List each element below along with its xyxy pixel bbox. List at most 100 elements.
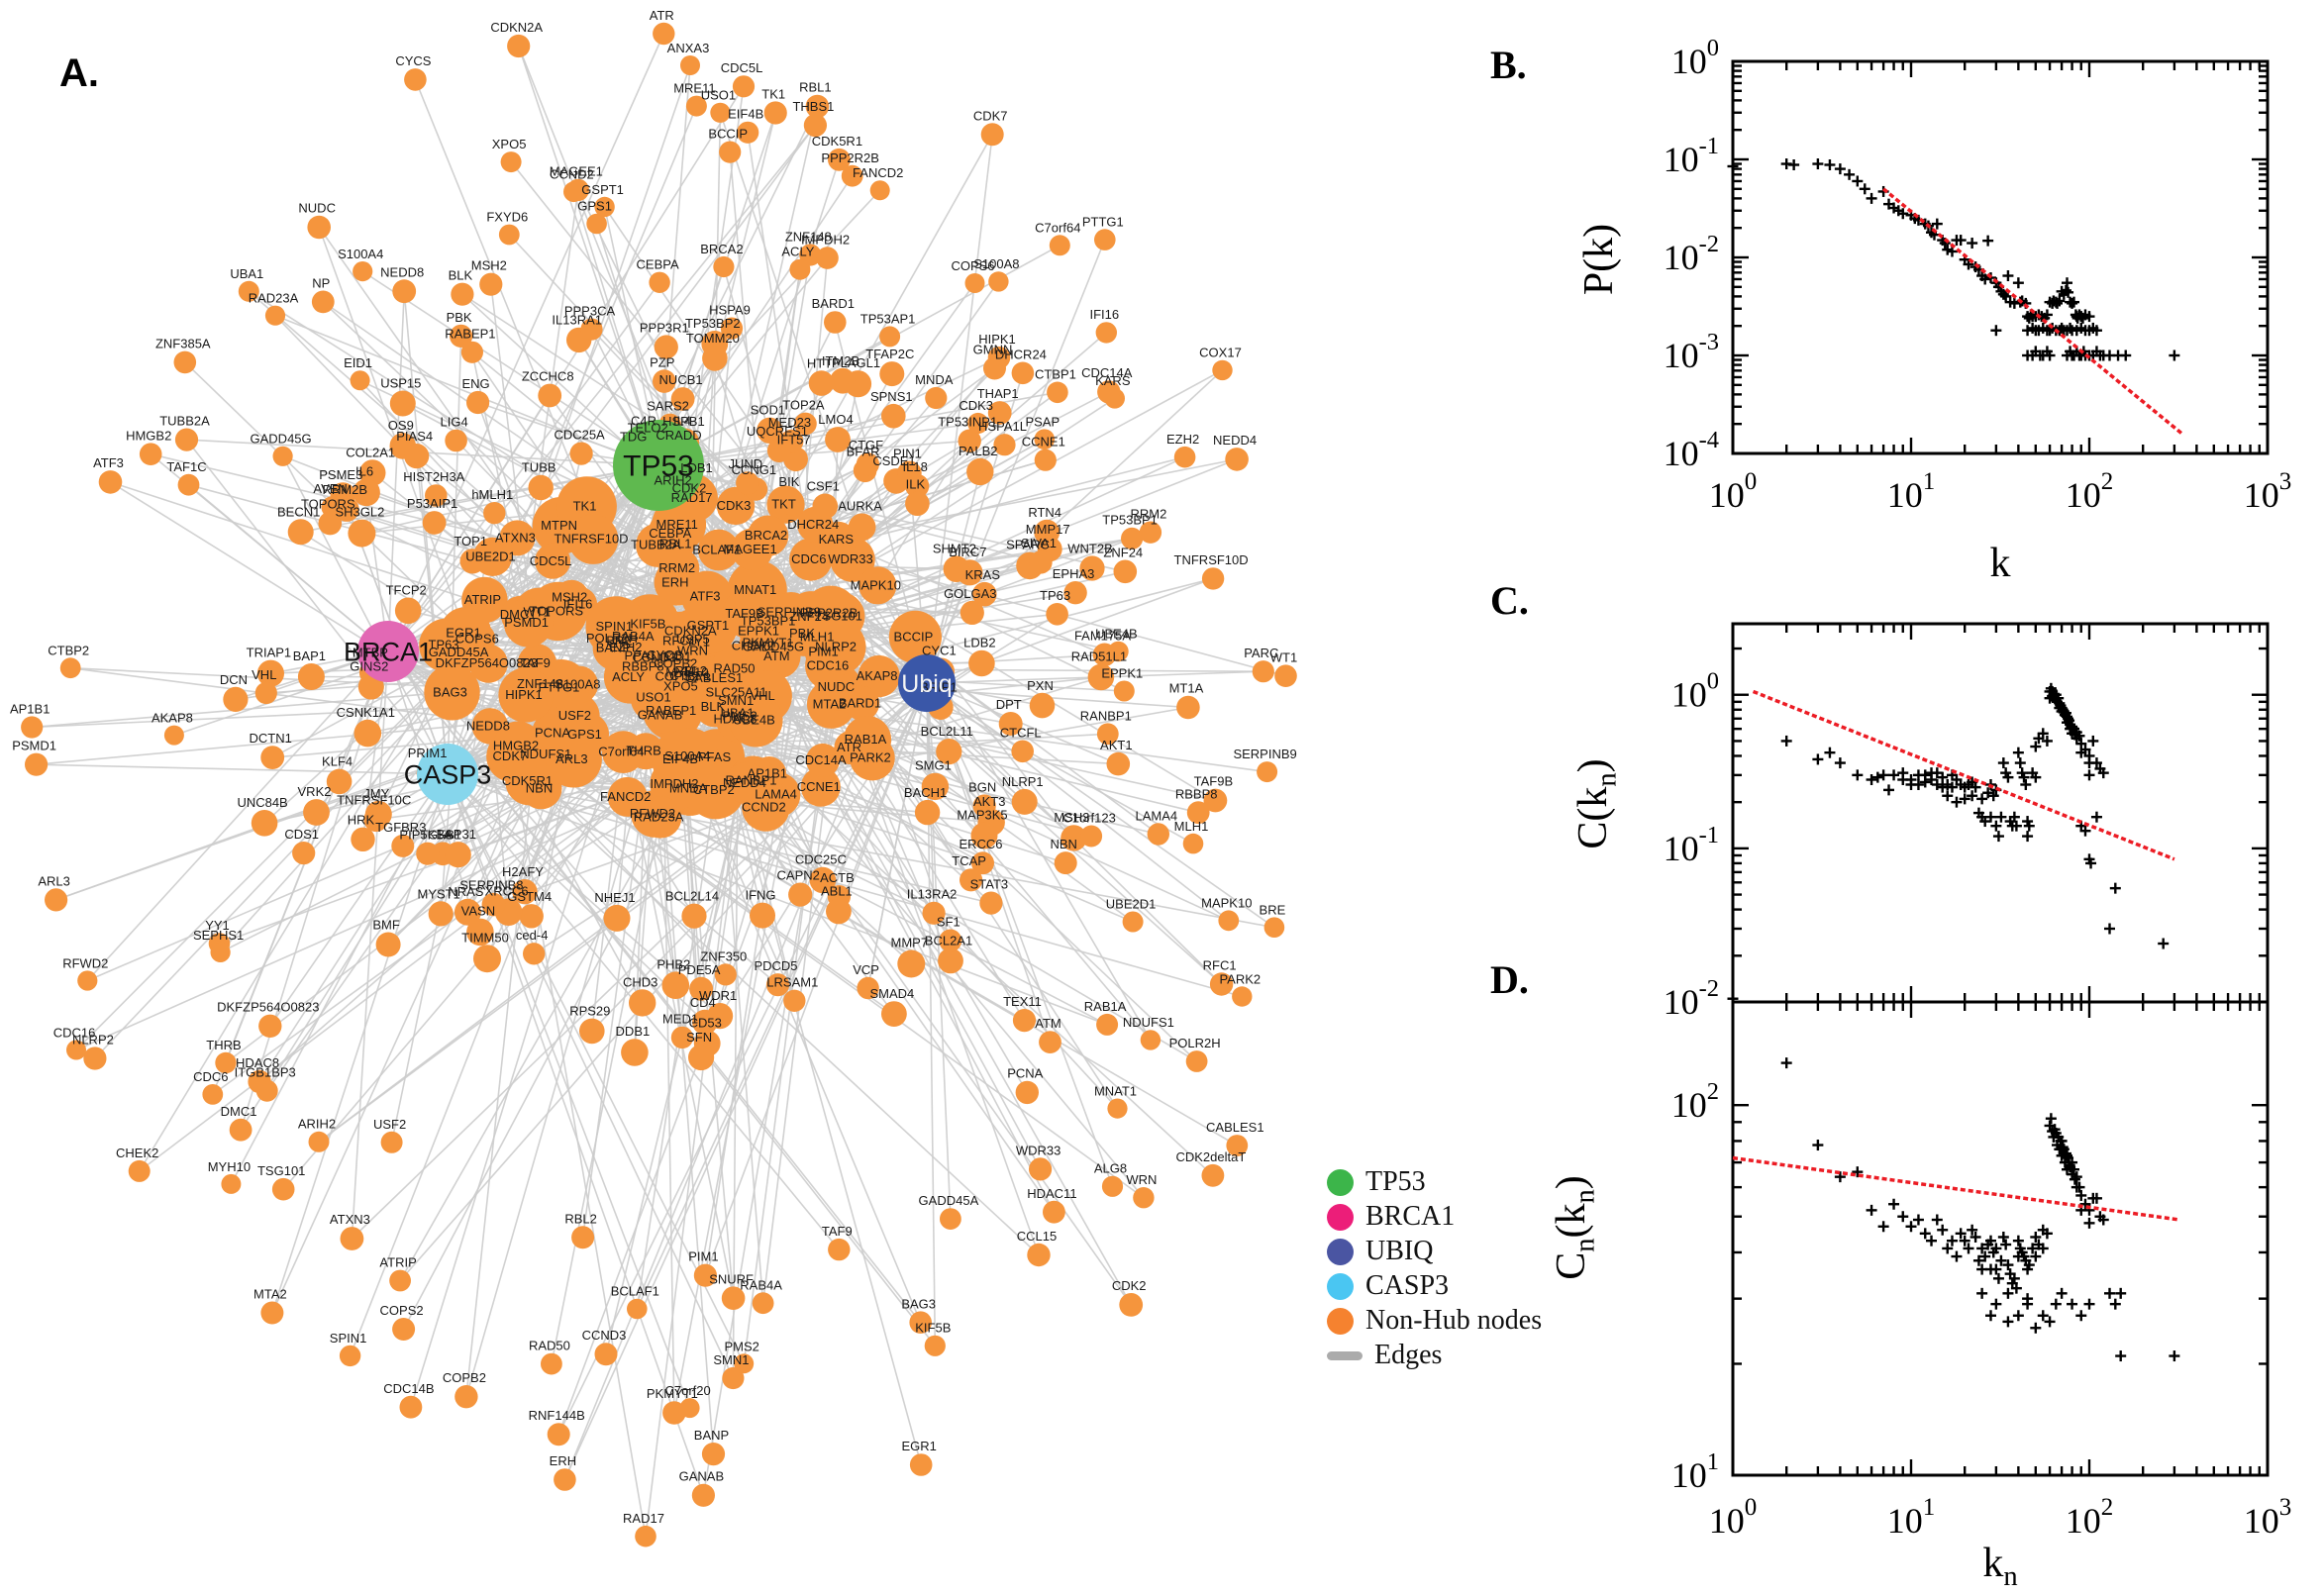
non-hub-node xyxy=(719,141,742,163)
node-label: NEDD4 xyxy=(723,775,766,790)
node-label: CDC5L xyxy=(530,553,572,568)
non-hub-node xyxy=(938,948,963,974)
node-label: RFC1 xyxy=(662,634,696,648)
non-hub-node xyxy=(639,796,682,839)
non-hub-node xyxy=(1119,1293,1144,1317)
non-hub-node xyxy=(830,367,856,394)
non-hub-node xyxy=(1185,1050,1208,1072)
non-hub-node xyxy=(580,318,603,341)
non-hub-node xyxy=(424,664,480,721)
scatter-points xyxy=(1727,682,2170,1005)
tick-label: 10-1 xyxy=(1664,133,1719,179)
non-hub-node xyxy=(644,697,680,734)
node-label: IMPDH2 xyxy=(650,776,698,791)
legend-node-swatch xyxy=(1327,1307,1354,1335)
non-hub-node xyxy=(783,989,806,1012)
node-label: H2AFY xyxy=(502,864,544,879)
node-label: DPT xyxy=(996,697,1022,712)
non-hub-node xyxy=(879,361,905,387)
non-hub-node xyxy=(1252,660,1274,683)
legend-node-swatch xyxy=(1327,1238,1354,1265)
non-hub-node xyxy=(680,55,700,75)
node-label: KARS xyxy=(819,532,855,547)
node-label: PKMYT1 xyxy=(743,636,794,650)
tick-label: 10-2 xyxy=(1664,231,1719,277)
node-label: ATRIP xyxy=(464,592,501,607)
non-hub-node xyxy=(1080,825,1103,848)
node-label: SPIN1 xyxy=(596,619,634,634)
node-label: BANP xyxy=(596,641,631,655)
non-hub-node xyxy=(1011,361,1035,385)
non-hub-node xyxy=(528,474,554,501)
node-label: ARIH2 xyxy=(654,472,691,487)
non-hub-node xyxy=(806,743,840,777)
non-hub-node xyxy=(1049,235,1070,256)
node-label: KIF5B xyxy=(630,617,665,632)
node-label: ZNF24 xyxy=(789,609,829,624)
panel-a-label: A. xyxy=(59,51,99,95)
non-hub-node xyxy=(1209,972,1234,996)
node-label: C4R xyxy=(631,414,656,429)
non-hub-node xyxy=(940,1208,961,1230)
non-hub-node xyxy=(77,970,98,991)
node-label: MNDA xyxy=(669,781,708,796)
tick-label: 103 xyxy=(2244,468,2292,515)
non-hub-node xyxy=(800,766,841,807)
non-hub-node xyxy=(260,1301,284,1325)
non-hub-node xyxy=(924,1335,946,1356)
non-hub-node xyxy=(579,1018,605,1045)
non-hub-node xyxy=(391,834,415,857)
legend-item: CASP3 xyxy=(1327,1272,1542,1300)
tick-label: 101 xyxy=(1887,1494,1936,1541)
non-hub-node xyxy=(98,470,123,494)
non-hub-node xyxy=(1218,910,1240,932)
network-legend: TP53 BRCA1 UBIQ CASP3 Non-Hub nodes Edges xyxy=(1327,1168,1542,1369)
node-label: CDC6 xyxy=(791,551,826,566)
node-label: EID1 xyxy=(662,649,691,664)
non-hub-node xyxy=(707,1003,734,1030)
node-label: ZNF148 xyxy=(517,676,563,691)
node-label: RAD17 xyxy=(671,490,713,505)
node-label: ATM xyxy=(763,648,789,663)
node-label: ARL3 xyxy=(556,751,588,766)
non-hub-node xyxy=(399,1395,423,1419)
non-hub-node xyxy=(1096,723,1119,746)
node-label: MNAT1 xyxy=(734,582,776,597)
non-hub-node xyxy=(1047,381,1068,404)
non-hub-node xyxy=(339,1345,361,1367)
non-hub-node xyxy=(750,902,775,929)
node-label: HIPK1 xyxy=(505,687,543,702)
non-hub-node xyxy=(1113,680,1135,702)
non-hub-node xyxy=(256,659,284,687)
legend-label: CASP3 xyxy=(1365,1270,1450,1301)
node-label: MTA2 xyxy=(813,696,847,711)
legend-node-swatch xyxy=(1327,1203,1354,1231)
non-hub-node xyxy=(466,918,494,947)
node-label: LAMA4 xyxy=(755,787,797,802)
non-hub-node xyxy=(272,446,293,466)
fit-line xyxy=(1882,187,2183,436)
node-label: HMGB2 xyxy=(493,739,539,753)
node-label: IFT57 xyxy=(777,432,811,447)
non-hub-node xyxy=(888,610,943,664)
non-hub-node xyxy=(1186,801,1210,825)
node-label: TNFRSF10C xyxy=(337,792,411,807)
non-hub-node xyxy=(967,412,989,435)
node-label: NDUFS1 xyxy=(520,747,571,761)
non-hub-node xyxy=(922,901,946,925)
node-label: USF2 xyxy=(558,708,591,723)
non-hub-node xyxy=(979,891,1003,915)
non-hub-node xyxy=(757,417,783,444)
node-label: RANBP1 xyxy=(725,772,776,787)
node-label: P53AIP1 xyxy=(407,496,457,511)
non-hub-node xyxy=(736,471,759,495)
node-label: BFAR xyxy=(847,445,880,459)
non-hub-node xyxy=(308,1131,330,1152)
non-hub-node xyxy=(670,1026,694,1049)
tick-label: 10-1 xyxy=(1664,822,1719,868)
node-label: CDC16 xyxy=(807,658,850,673)
tick-label: 102 xyxy=(1671,1078,1719,1125)
non-hub-node xyxy=(691,1483,716,1507)
non-hub-node xyxy=(660,728,719,785)
